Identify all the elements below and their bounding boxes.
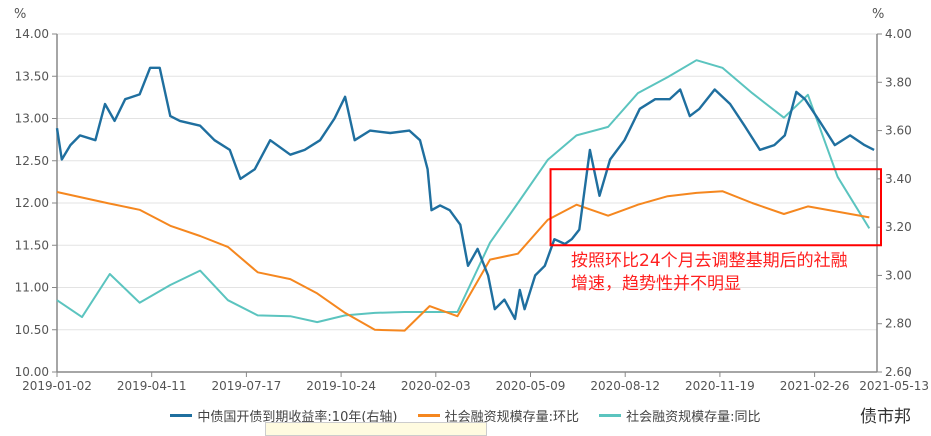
legend: 中债国开债到期收益率:10年(右轴) 社会融资规模存量:环比 社会融资规模存量:… bbox=[0, 406, 931, 425]
legend-item-mom[interactable]: 社会融资规模存量:环比 bbox=[417, 406, 580, 425]
left-tick-label: 12.50 bbox=[15, 154, 49, 168]
legend-label: 社会融资规模存量:同比 bbox=[626, 410, 761, 425]
annotation-line-2: 增速，趋势性并不明显 bbox=[571, 274, 741, 294]
legend-swatch bbox=[170, 414, 193, 417]
right-tick-label: 3.00 bbox=[885, 268, 912, 282]
x-tick-label: 2019-01-02 bbox=[22, 379, 92, 393]
left-tick-label: 13.00 bbox=[15, 112, 49, 126]
right-tick-label: 3.60 bbox=[885, 124, 912, 138]
right-tick-label: 3.20 bbox=[885, 220, 912, 234]
annotation-box bbox=[549, 168, 883, 247]
series-line-2 bbox=[56, 59, 871, 324]
legend-label: 中债国开债到期收益率:10年(右轴) bbox=[197, 410, 398, 425]
series-layer bbox=[55, 59, 875, 332]
gridlines bbox=[57, 33, 877, 373]
legend-swatch bbox=[599, 414, 622, 417]
x-tick-label: 2020-02-03 bbox=[401, 379, 471, 393]
left-tick-label: 12.00 bbox=[15, 196, 49, 210]
series-line-1 bbox=[56, 190, 870, 332]
x-tick-label: 2019-10-24 bbox=[306, 379, 376, 393]
left-tick-label: 10.00 bbox=[15, 365, 49, 379]
left-tick-label: 11.00 bbox=[15, 281, 49, 295]
right-tick-label: 2.80 bbox=[885, 317, 912, 331]
axes: 10.00 10.50 11.00 11.50 12.00 12.50 13.00 13.50… bbox=[15, 27, 929, 393]
x-tick-label: 2019-07-17 bbox=[212, 379, 282, 393]
left-axis-unit: % bbox=[14, 7, 26, 22]
legend-item-yoy[interactable]: 社会融资规模存量:同比 bbox=[599, 406, 761, 425]
x-tick-label: 2021-02-26 bbox=[780, 379, 850, 393]
right-tick-label: 3.80 bbox=[885, 75, 912, 89]
tooltip bbox=[265, 422, 487, 436]
right-tick-label: 3.40 bbox=[885, 172, 912, 186]
legend-label: 社会融资规模存量:环比 bbox=[444, 410, 580, 425]
left-tick-label: 10.50 bbox=[15, 323, 49, 337]
x-tick-label: 2019-04-11 bbox=[117, 379, 187, 393]
x-tick-label: 2020-11-19 bbox=[685, 379, 755, 393]
x-tick-label: 2021-05-13 bbox=[859, 379, 929, 393]
left-tick-label: 11.50 bbox=[15, 238, 49, 252]
annotation-text: 按照环比24个月去调整基期后的社融 增速，趋势性并不明显 bbox=[571, 250, 891, 296]
legend-swatch bbox=[417, 414, 440, 417]
x-tick-label: 2020-08-12 bbox=[590, 379, 660, 393]
left-tick-label: 14.00 bbox=[15, 27, 49, 41]
right-tick-label: 4.00 bbox=[885, 27, 912, 41]
watermark-logo: 债市邦 bbox=[858, 402, 913, 427]
right-tick-label: 2.60 bbox=[885, 365, 912, 379]
left-tick-label: 13.50 bbox=[15, 69, 49, 83]
series-line-0 bbox=[55, 66, 875, 321]
x-tick-label: 2020-05-09 bbox=[496, 379, 566, 393]
right-axis-unit: % bbox=[872, 7, 884, 22]
annotation-line-1: 按照环比24个月去调整基期后的社融 bbox=[571, 251, 848, 271]
legend-item-bond-yield[interactable]: 中债国开债到期收益率:10年(右轴) bbox=[170, 406, 398, 425]
